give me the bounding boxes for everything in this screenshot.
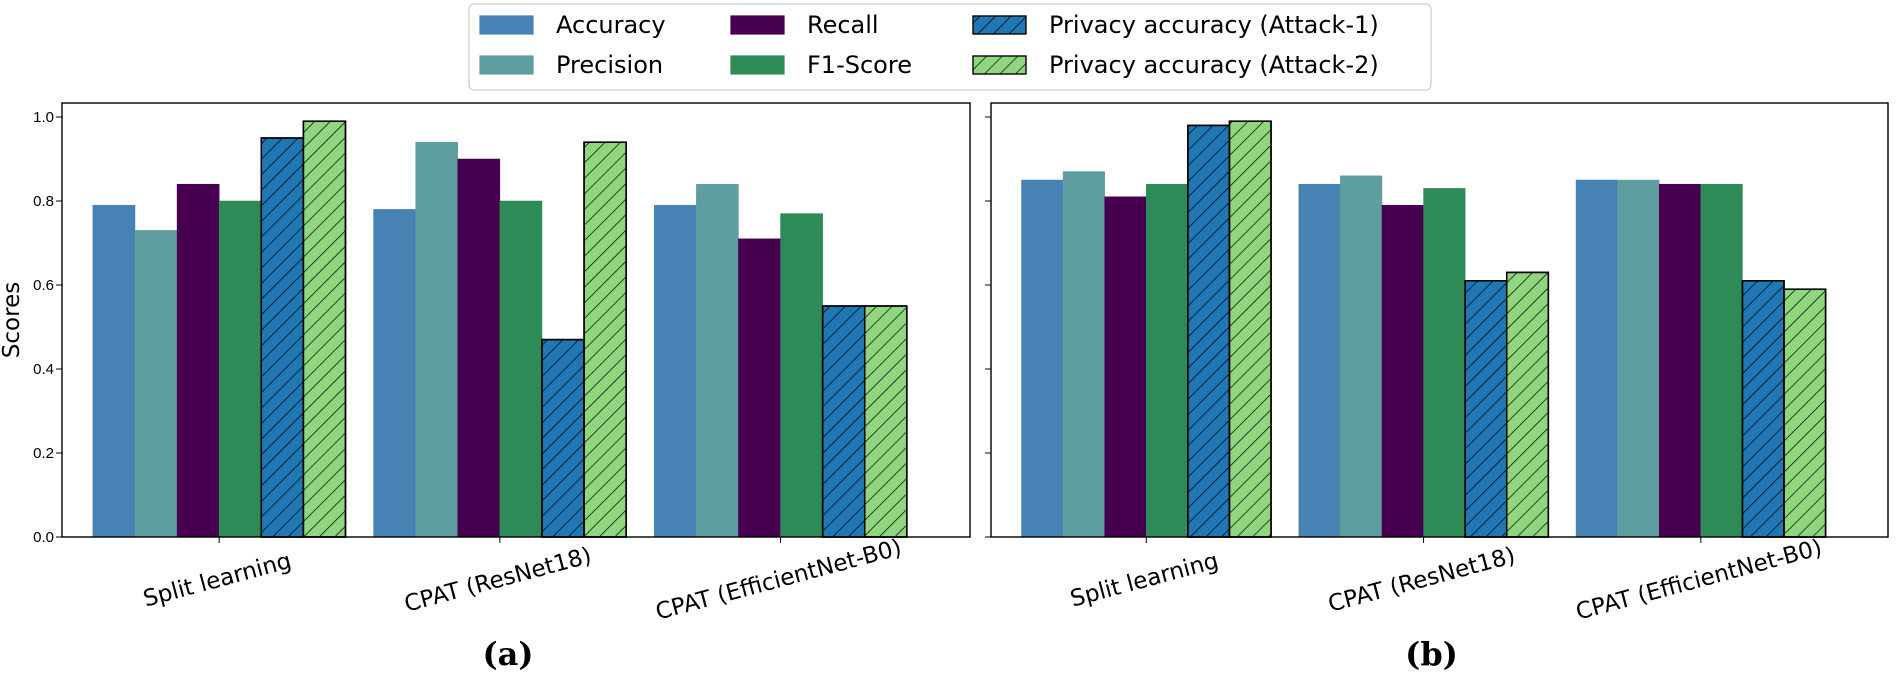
panel-label: (a) [482,635,533,673]
legend-swatch [730,55,785,75]
bar [1617,179,1660,538]
bar-hatch [583,141,627,538]
axes-b: Split learning CPAT (ResNet18) CPAT (Effic… [985,102,1889,673]
bar [653,204,697,538]
legend-label: Recall [807,11,879,39]
bar [1062,171,1105,538]
bar-hatch [1464,280,1508,538]
legend-swatch-hatch [972,55,1027,75]
legend: Accuracy Precision Recall F1-Score Privacy a… [468,3,1432,91]
bar [1104,196,1147,538]
panel-label: (b) [1405,635,1458,673]
axes-frame [990,102,1889,538]
bar [415,141,459,538]
bar [1700,183,1743,538]
bar [92,204,136,538]
bar-hatch [1228,120,1272,538]
axes-frame [61,102,971,538]
legend-swatch-hatch [972,15,1027,35]
bar [218,200,262,538]
bar [176,183,220,538]
bar [738,238,781,538]
bar-hatch [1505,271,1550,538]
bar [1298,183,1341,538]
legend-swatch [479,55,534,75]
bar-hatch [302,120,347,538]
bar [1146,183,1189,538]
x-tick-label: CPAT (EfficientNet-B0) [1573,535,1825,626]
bar [1381,204,1424,538]
bar [457,158,501,538]
axes-a: Split learning CPAT (ResNet18) CPAT (Effic… [0,102,971,673]
x-tick-label: CPAT (EfficientNet-B0) [653,535,905,626]
bar-hatch [1741,280,1785,538]
y-tick-label: 1.0 [33,109,54,126]
legend-label: F1-Score [807,51,912,79]
x-tick-label: CPAT (ResNet18) [402,543,595,618]
x-tick-label: CPAT (ResNet18) [1325,543,1518,618]
bar [134,230,178,538]
bar [1021,179,1064,538]
bar [1423,188,1466,538]
legend-label: Precision [556,51,663,79]
bar [696,183,739,538]
bar-hatch [1187,124,1231,538]
y-tick-label: 0.4 [33,361,54,378]
legend-swatch [730,15,785,35]
legend-label: Privacy accuracy (Attack-1) [1049,11,1379,39]
legend-label: Accuracy [556,11,666,39]
y-tick-label: 0.8 [33,193,54,210]
bar [1575,179,1618,538]
y-tick-label: 0.0 [33,529,54,546]
x-tick-label: Split learning [141,548,295,612]
bar-hatch [541,338,585,538]
bar-hatch [260,137,305,538]
bar [1340,175,1383,538]
bar [780,213,823,538]
bar [373,209,416,538]
bar-hatch [1783,288,1827,538]
bar [1658,183,1702,538]
x-tick-label: Split learning [1068,548,1222,612]
legend-swatch [479,15,534,35]
y-axis-label: Scores [0,282,25,358]
bar-hatch [863,305,908,538]
bar [499,200,543,538]
legend-label: Privacy accuracy (Attack-2) [1049,51,1379,79]
bar-hatch [821,305,866,538]
y-tick-label: 0.2 [33,445,54,462]
legend-box [468,3,1432,91]
y-tick-label: 0.6 [33,277,54,294]
